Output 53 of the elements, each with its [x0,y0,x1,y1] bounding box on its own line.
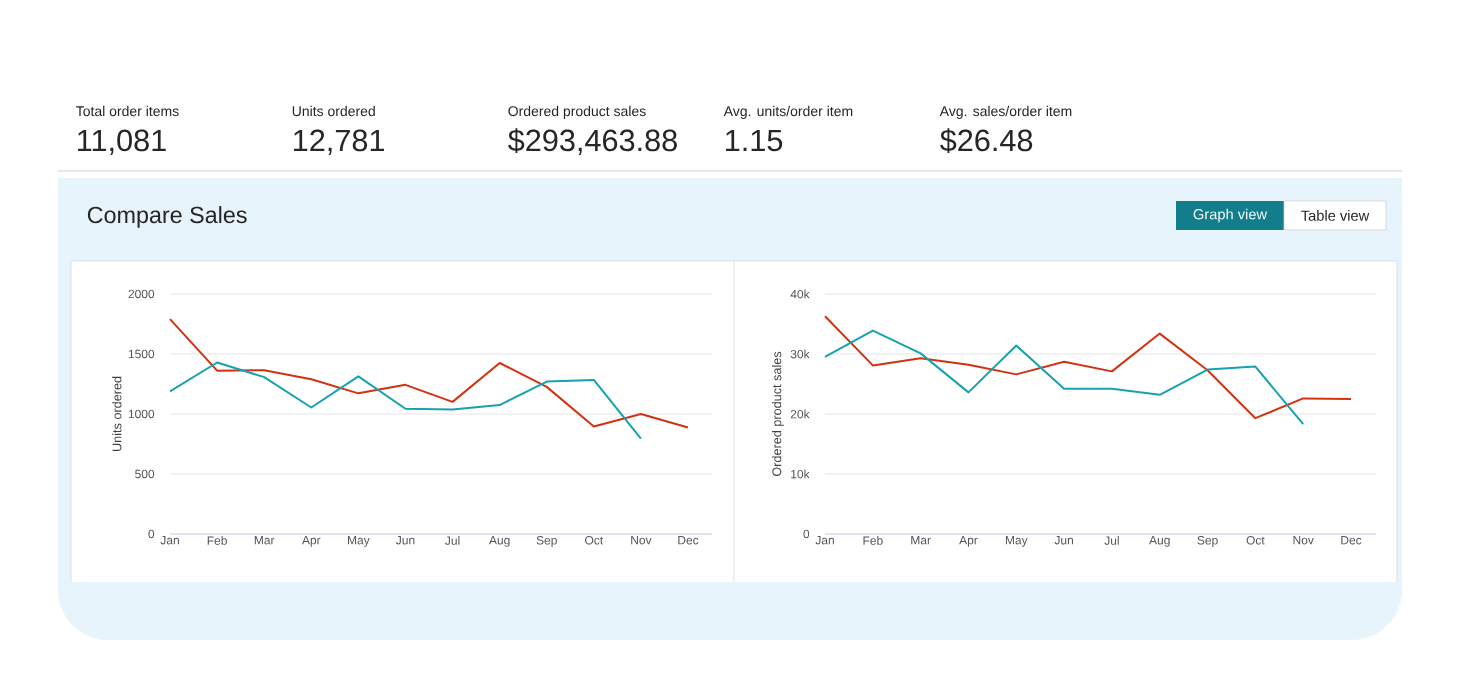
y-tick-label: 0 [803,529,810,539]
x-tick-label: Aug [1149,536,1170,547]
text: 11,081 [78,129,166,155]
y-tick-label: 10k [791,469,810,479]
x-tick-label: Sep [1197,536,1218,547]
y-tick-label: 1500 [128,349,155,359]
text: Ordered product sales [508,105,646,119]
line-series [824,329,1305,426]
x-tick-label: Jun [395,536,415,545]
x-tick-label: Apr [959,536,978,547]
x-tick-label: Jul [445,536,460,545]
line-series [824,315,1353,420]
text: 12,781 [294,129,384,155]
x-tick-label: Mar [911,536,931,545]
x-tick-label: Apr [301,536,321,547]
x-tick-label: Aug [488,536,510,547]
x-tick-label: Jul [1104,536,1119,545]
x-tick-label: May [348,536,370,547]
y-tick-label: 40k [790,289,810,299]
x-tick-label: Oct [585,536,604,545]
text: 1.15 [726,129,783,152]
x-tick-label: May [1005,536,1028,547]
text: Table view [1301,210,1370,221]
text: Compare Sales [87,206,247,228]
y-tick-label: 2000 [128,289,155,299]
y-axis-title: Ordered product sales [771,351,784,477]
x-tick-label: Dec [1341,536,1362,545]
x-tick-label: Jan [160,536,179,545]
y-tick-label: 1000 [128,409,155,419]
y-tick-label: 20k [790,409,810,419]
x-tick-label: Jan [815,536,834,545]
line-series [169,318,690,429]
y-tick-label: 500 [135,469,155,479]
x-tick-label: Feb [863,536,883,545]
x-tick-label: Oct [1246,536,1265,545]
text: Units ordered [292,105,375,117]
x-tick-label: Nov [1293,536,1314,545]
line-series [169,361,642,440]
x-tick-label: Nov [631,536,652,545]
y-tick-label: 30k [790,349,810,359]
x-tick-label: Dec [678,536,699,545]
text: Avg. units/order item [723,105,853,119]
text: Avg. sales/order item [939,105,1072,119]
x-tick-label: Sep [536,536,557,547]
text: Total order items [76,105,179,117]
text: $26.48 [940,128,1033,154]
x-tick-label: Jun [1054,536,1073,545]
y-tick-label: 0 [148,529,155,539]
x-tick-label: Feb [207,536,227,545]
y-axis-title: Units ordered [112,376,122,452]
text: $293,463.88 [508,128,677,155]
x-tick-label: Mar [254,536,275,545]
text: Graph view [1193,208,1268,223]
